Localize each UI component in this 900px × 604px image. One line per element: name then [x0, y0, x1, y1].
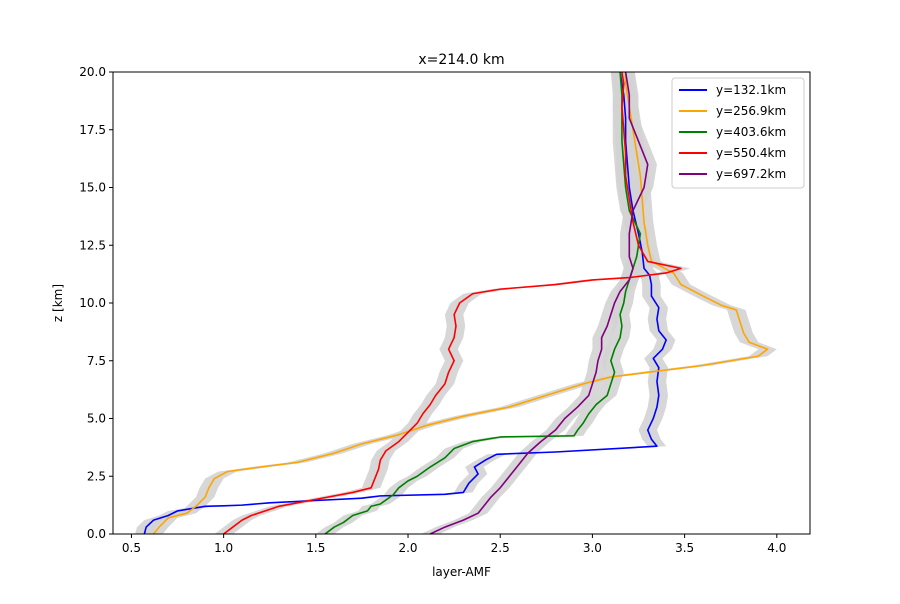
legend-label: y=132.1km — [716, 83, 786, 97]
x-tick-label: 1.0 — [214, 541, 233, 555]
x-tick-label: 3.0 — [583, 541, 602, 555]
x-tick-label: 2.5 — [491, 541, 510, 555]
y-tick-label: 17.5 — [79, 123, 106, 137]
legend-items: y=132.1km y=256.9km y=403.6km y=550.4km y=69… — [679, 83, 786, 181]
chart-title: x=214.0 km — [418, 52, 504, 68]
series-line-5 — [429, 71, 649, 535]
uncertainty-band-4 — [214, 72, 691, 534]
y-tick-label: 5.0 — [87, 412, 106, 426]
x-tick-label: 3.5 — [675, 541, 694, 555]
series-line-2 — [152, 72, 769, 535]
legend-label: y=550.4km — [716, 146, 786, 160]
legend-label: y=256.9km — [716, 104, 786, 118]
y-tick-label: 12.5 — [79, 238, 106, 252]
y-tick-label: 7.5 — [87, 354, 106, 368]
series-line-4 — [223, 71, 682, 535]
uncertainty-band-5 — [420, 72, 657, 534]
x-axis-ticks: 0.5 1.0 1.5 2.0 2.5 3.0 3.5 4.0 — [122, 534, 786, 555]
y-tick-label: 15.0 — [79, 181, 106, 195]
legend-label: y=403.6km — [716, 125, 786, 139]
series-lines — [143, 71, 769, 535]
y-axis-ticks: 0.0 2.5 5.0 7.5 10.0 12.5 15.0 17.5 20.0 — [79, 65, 113, 541]
uncertainty-band-2 — [144, 72, 777, 534]
y-tick-label: 0.0 — [87, 527, 106, 541]
x-tick-label: 0.5 — [122, 541, 141, 555]
legend: y=132.1km y=256.9km y=403.6km y=550.4km y=69… — [671, 77, 805, 189]
x-axis-label: layer-AMF — [432, 565, 491, 579]
x-tick-label: 1.5 — [306, 541, 325, 555]
y-tick-label: 20.0 — [79, 65, 106, 79]
y-tick-label: 10.0 — [79, 296, 106, 310]
x-tick-label: 2.0 — [398, 541, 417, 555]
y-tick-label: 2.5 — [87, 469, 106, 483]
legend-label: y=697.2km — [716, 167, 786, 181]
series-line-1 — [143, 71, 667, 535]
y-axis-label: z [km] — [51, 284, 65, 322]
series-line-3 — [324, 71, 642, 535]
x-tick-label: 4.0 — [767, 541, 786, 555]
legend-box — [671, 77, 805, 189]
